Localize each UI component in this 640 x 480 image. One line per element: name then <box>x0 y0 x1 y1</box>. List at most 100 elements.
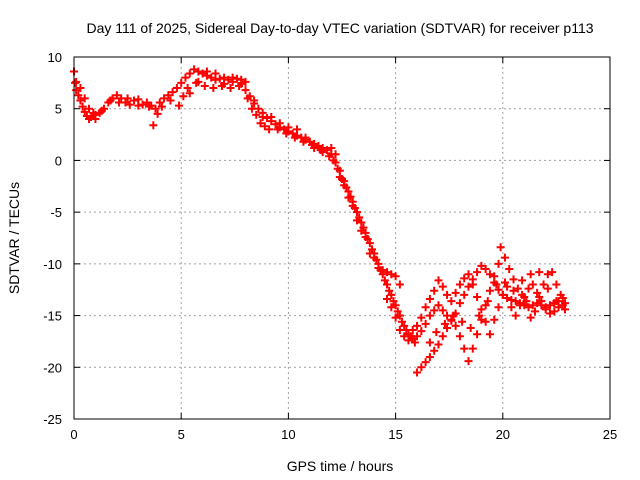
data-point <box>385 286 394 295</box>
data-point <box>76 84 85 93</box>
data-point <box>389 297 398 306</box>
data-point <box>72 86 81 95</box>
data-point <box>226 84 235 93</box>
data-point <box>292 125 301 134</box>
data-point <box>556 290 565 299</box>
data-point <box>145 102 154 111</box>
y-tick-label: -15 <box>43 309 62 324</box>
data-point <box>560 305 569 314</box>
data-point <box>78 102 87 111</box>
y-tick-label: 5 <box>55 102 62 117</box>
data-point <box>175 101 184 110</box>
data-point <box>232 74 241 83</box>
data-point <box>374 263 383 272</box>
data-point <box>383 295 392 304</box>
data-point <box>466 323 475 332</box>
data-point <box>492 280 501 289</box>
data-point <box>365 239 374 248</box>
plot-frame <box>73 56 611 420</box>
data-point <box>494 285 503 294</box>
data-point <box>387 303 396 312</box>
data-point <box>181 73 190 82</box>
data-point <box>438 332 447 341</box>
data-point <box>160 94 169 103</box>
data-point <box>395 311 404 320</box>
data-point <box>535 292 544 301</box>
data-point <box>185 69 194 78</box>
data-point <box>215 74 224 83</box>
data-point <box>438 282 447 291</box>
data-point <box>500 278 509 287</box>
data-point <box>361 232 370 241</box>
data-point <box>87 112 96 121</box>
data-point <box>539 280 548 289</box>
y-tick-label: 0 <box>55 153 62 168</box>
data-point <box>299 137 308 146</box>
data-point <box>460 274 469 283</box>
data-point <box>275 119 284 128</box>
data-point <box>490 315 499 324</box>
data-point <box>440 319 449 328</box>
data-point <box>485 286 494 295</box>
data-point <box>327 144 336 153</box>
data-point <box>243 94 252 103</box>
data-point <box>284 123 293 132</box>
data-point <box>380 276 389 285</box>
data-point <box>430 346 439 355</box>
data-point <box>520 292 529 301</box>
data-point <box>413 368 422 377</box>
data-point <box>509 275 518 284</box>
data-point <box>71 78 80 87</box>
data-point <box>425 311 434 320</box>
data-point <box>383 268 392 277</box>
data-point <box>558 301 567 310</box>
y-axis-label: SDTVAR / TECUs <box>6 182 22 294</box>
data-point <box>498 290 507 299</box>
data-point <box>267 112 276 121</box>
data-point <box>535 268 544 277</box>
data-point <box>432 328 441 337</box>
y-tick-label: 10 <box>48 50 62 65</box>
data-point <box>434 340 443 349</box>
data-point <box>241 86 250 95</box>
data-point <box>513 284 522 293</box>
data-point <box>190 65 199 74</box>
data-point <box>134 95 143 104</box>
data-point <box>518 276 527 285</box>
data-point <box>464 282 473 291</box>
data-point <box>417 363 426 372</box>
data-point <box>177 78 186 87</box>
data-point <box>511 311 520 320</box>
data-point <box>438 306 447 315</box>
data-point <box>537 297 546 306</box>
data-point <box>265 125 274 134</box>
data-point <box>447 315 456 324</box>
data-point <box>153 109 162 118</box>
data-point <box>262 114 271 123</box>
data-point <box>151 104 160 113</box>
data-point <box>198 69 207 78</box>
data-point <box>333 164 342 173</box>
data-point <box>468 280 477 289</box>
data-point <box>443 323 452 332</box>
data-point <box>526 270 535 279</box>
data-point <box>80 107 89 116</box>
x-tick-label: 5 <box>178 427 185 442</box>
data-point <box>528 280 537 289</box>
data-point <box>509 286 518 295</box>
x-tick-label: 25 <box>603 427 617 442</box>
data-point <box>260 122 269 131</box>
data-point <box>545 301 554 310</box>
data-point <box>505 265 514 274</box>
data-point <box>183 84 192 93</box>
y-tick-label: -10 <box>43 257 62 272</box>
x-tick-label: 10 <box>281 427 295 442</box>
data-point <box>391 301 400 310</box>
data-point <box>464 270 473 279</box>
data-point <box>149 121 158 130</box>
data-point <box>228 73 237 82</box>
data-point <box>172 84 181 93</box>
data-point <box>115 98 124 107</box>
data-point <box>477 305 486 314</box>
data-point <box>395 326 404 335</box>
